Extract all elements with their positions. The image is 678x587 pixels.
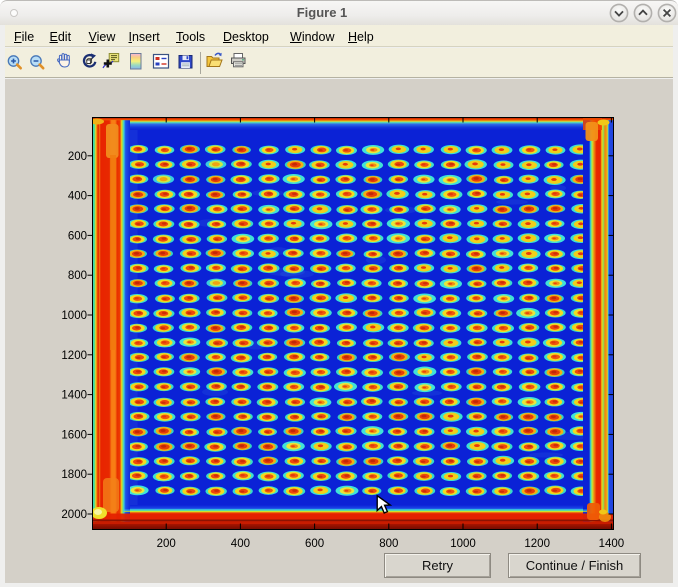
svg-text:800: 800: [68, 270, 87, 282]
svg-text:1200: 1200: [524, 538, 550, 550]
svg-text:1400: 1400: [61, 390, 87, 402]
svg-text:200: 200: [157, 538, 176, 550]
svg-text:1000: 1000: [450, 538, 476, 550]
svg-text:600: 600: [305, 538, 324, 550]
svg-text:1600: 1600: [61, 429, 87, 441]
svg-text:800: 800: [379, 538, 398, 550]
svg-text:600: 600: [68, 230, 87, 242]
svg-text:400: 400: [68, 191, 87, 203]
svg-text:2000: 2000: [61, 509, 87, 521]
svg-text:1000: 1000: [61, 310, 87, 322]
svg-text:1200: 1200: [61, 350, 87, 362]
svg-text:1800: 1800: [61, 469, 87, 481]
svg-text:200: 200: [68, 151, 87, 163]
svg-text:1400: 1400: [599, 538, 625, 550]
svg-text:400: 400: [231, 538, 250, 550]
